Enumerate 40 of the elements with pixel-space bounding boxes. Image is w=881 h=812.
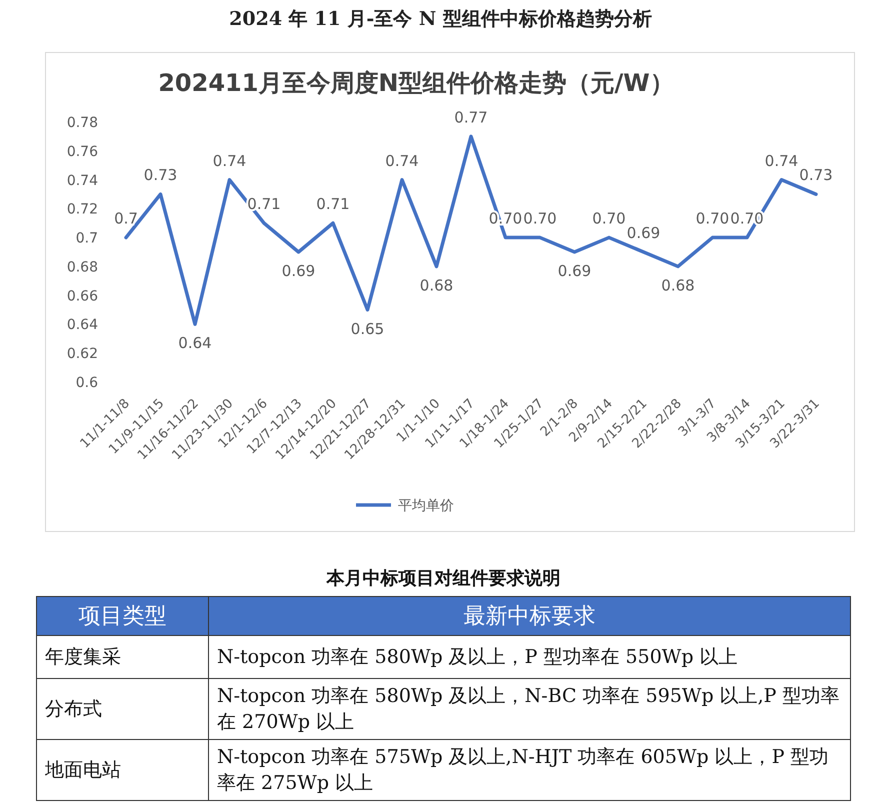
data-label: 0.77 [454, 108, 488, 126]
text: N-topcon 功率在 580Wp 及以上，P 型功率在 550Wp 以上 [208, 636, 850, 678]
data-label: 0.64 [178, 334, 212, 352]
data-label: 0.70 [523, 210, 557, 228]
y-tick-label: 0.62 [66, 346, 98, 362]
text: N-topcon 功率在 575Wp 及以上,N-HJT 功率在 605Wp 以上，P 型功率在 275Wp 以上 [208, 740, 850, 800]
data-label: 0.7 [114, 210, 138, 228]
data-label: 0.65 [350, 320, 384, 338]
data-label: 0.74 [212, 152, 246, 170]
legend-label: 平均单价 [398, 498, 454, 514]
data-label: 0.74 [385, 152, 419, 170]
text: 分布式 [36, 678, 208, 740]
y-tick-label: 0.66 [66, 288, 98, 304]
text: 地面电站 [36, 740, 208, 800]
chart-title: 202411月至今周度N型组件价格走势（元/W） [158, 69, 674, 97]
data-label: 0.69 [558, 262, 592, 280]
y-tick-label: 0.7 [76, 230, 98, 247]
data-label: 0.71 [316, 195, 350, 214]
y-tick-label: 0.72 [66, 202, 98, 218]
text: 最新中标要求 [208, 596, 850, 636]
data-label: 0.69 [626, 224, 660, 242]
data-label: 0.68 [420, 276, 454, 294]
data-label: 0.73 [144, 166, 178, 184]
y-tick-label: 0.78 [66, 115, 98, 131]
y-tick-label: 0.74 [66, 172, 98, 189]
y-tick-label: 0.76 [66, 144, 98, 160]
data-label: 0.73 [799, 166, 833, 184]
text: 项目类型 [36, 596, 208, 636]
data-label: 0.70 [696, 210, 730, 228]
data-label: 0.68 [661, 276, 695, 294]
data-label: 0.69 [282, 262, 316, 280]
text: 2024 年 11 月-至今 N 型组件中标价格趋势分析 [228, 7, 653, 32]
text: 年度集采 [36, 636, 208, 678]
y-tick-label: 0.68 [66, 259, 98, 276]
data-label: 0.70 [592, 210, 626, 228]
text: N-topcon 功率在 580Wp 及以上，N-BC 功率在 595Wp 以上,P 型功率在 270Wp 以上 [208, 678, 850, 740]
data-label: 0.74 [764, 152, 798, 170]
text: 本月中标项目对组件要求说明 [325, 567, 562, 590]
y-tick-label: 0.64 [66, 317, 98, 334]
y-tick-label: 0.6 [76, 375, 98, 391]
